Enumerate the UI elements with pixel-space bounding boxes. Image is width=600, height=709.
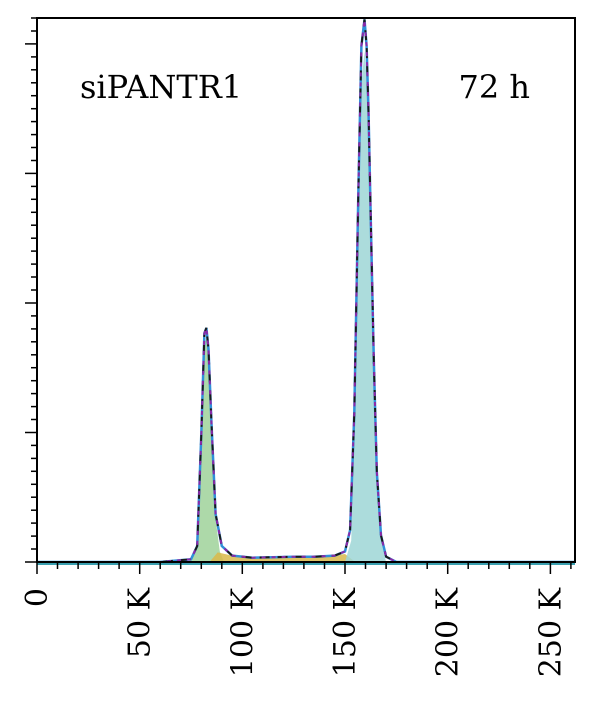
time-annotation: 72 h: [459, 68, 531, 106]
x-tick-label: 150 K: [328, 587, 363, 677]
axes-layer: 0 50 K 100 K 150 K 200 K 250 K: [20, 17, 576, 677]
histogram-trace: [37, 19, 575, 563]
line-layer: [37, 19, 575, 564]
fill-layer: [188, 51, 387, 563]
x-tick-label: 50 K: [123, 587, 158, 658]
fill-s: [209, 552, 356, 562]
x-tick-label: 100 K: [225, 587, 260, 677]
sample-annotation: siPANTR1: [80, 68, 242, 106]
x-tick-label: 0: [20, 588, 55, 607]
fill-g2: [345, 51, 387, 563]
x-tick-label: 200 K: [431, 587, 466, 677]
x-tick-label: 250 K: [533, 587, 568, 677]
fill-g1: [188, 338, 224, 562]
